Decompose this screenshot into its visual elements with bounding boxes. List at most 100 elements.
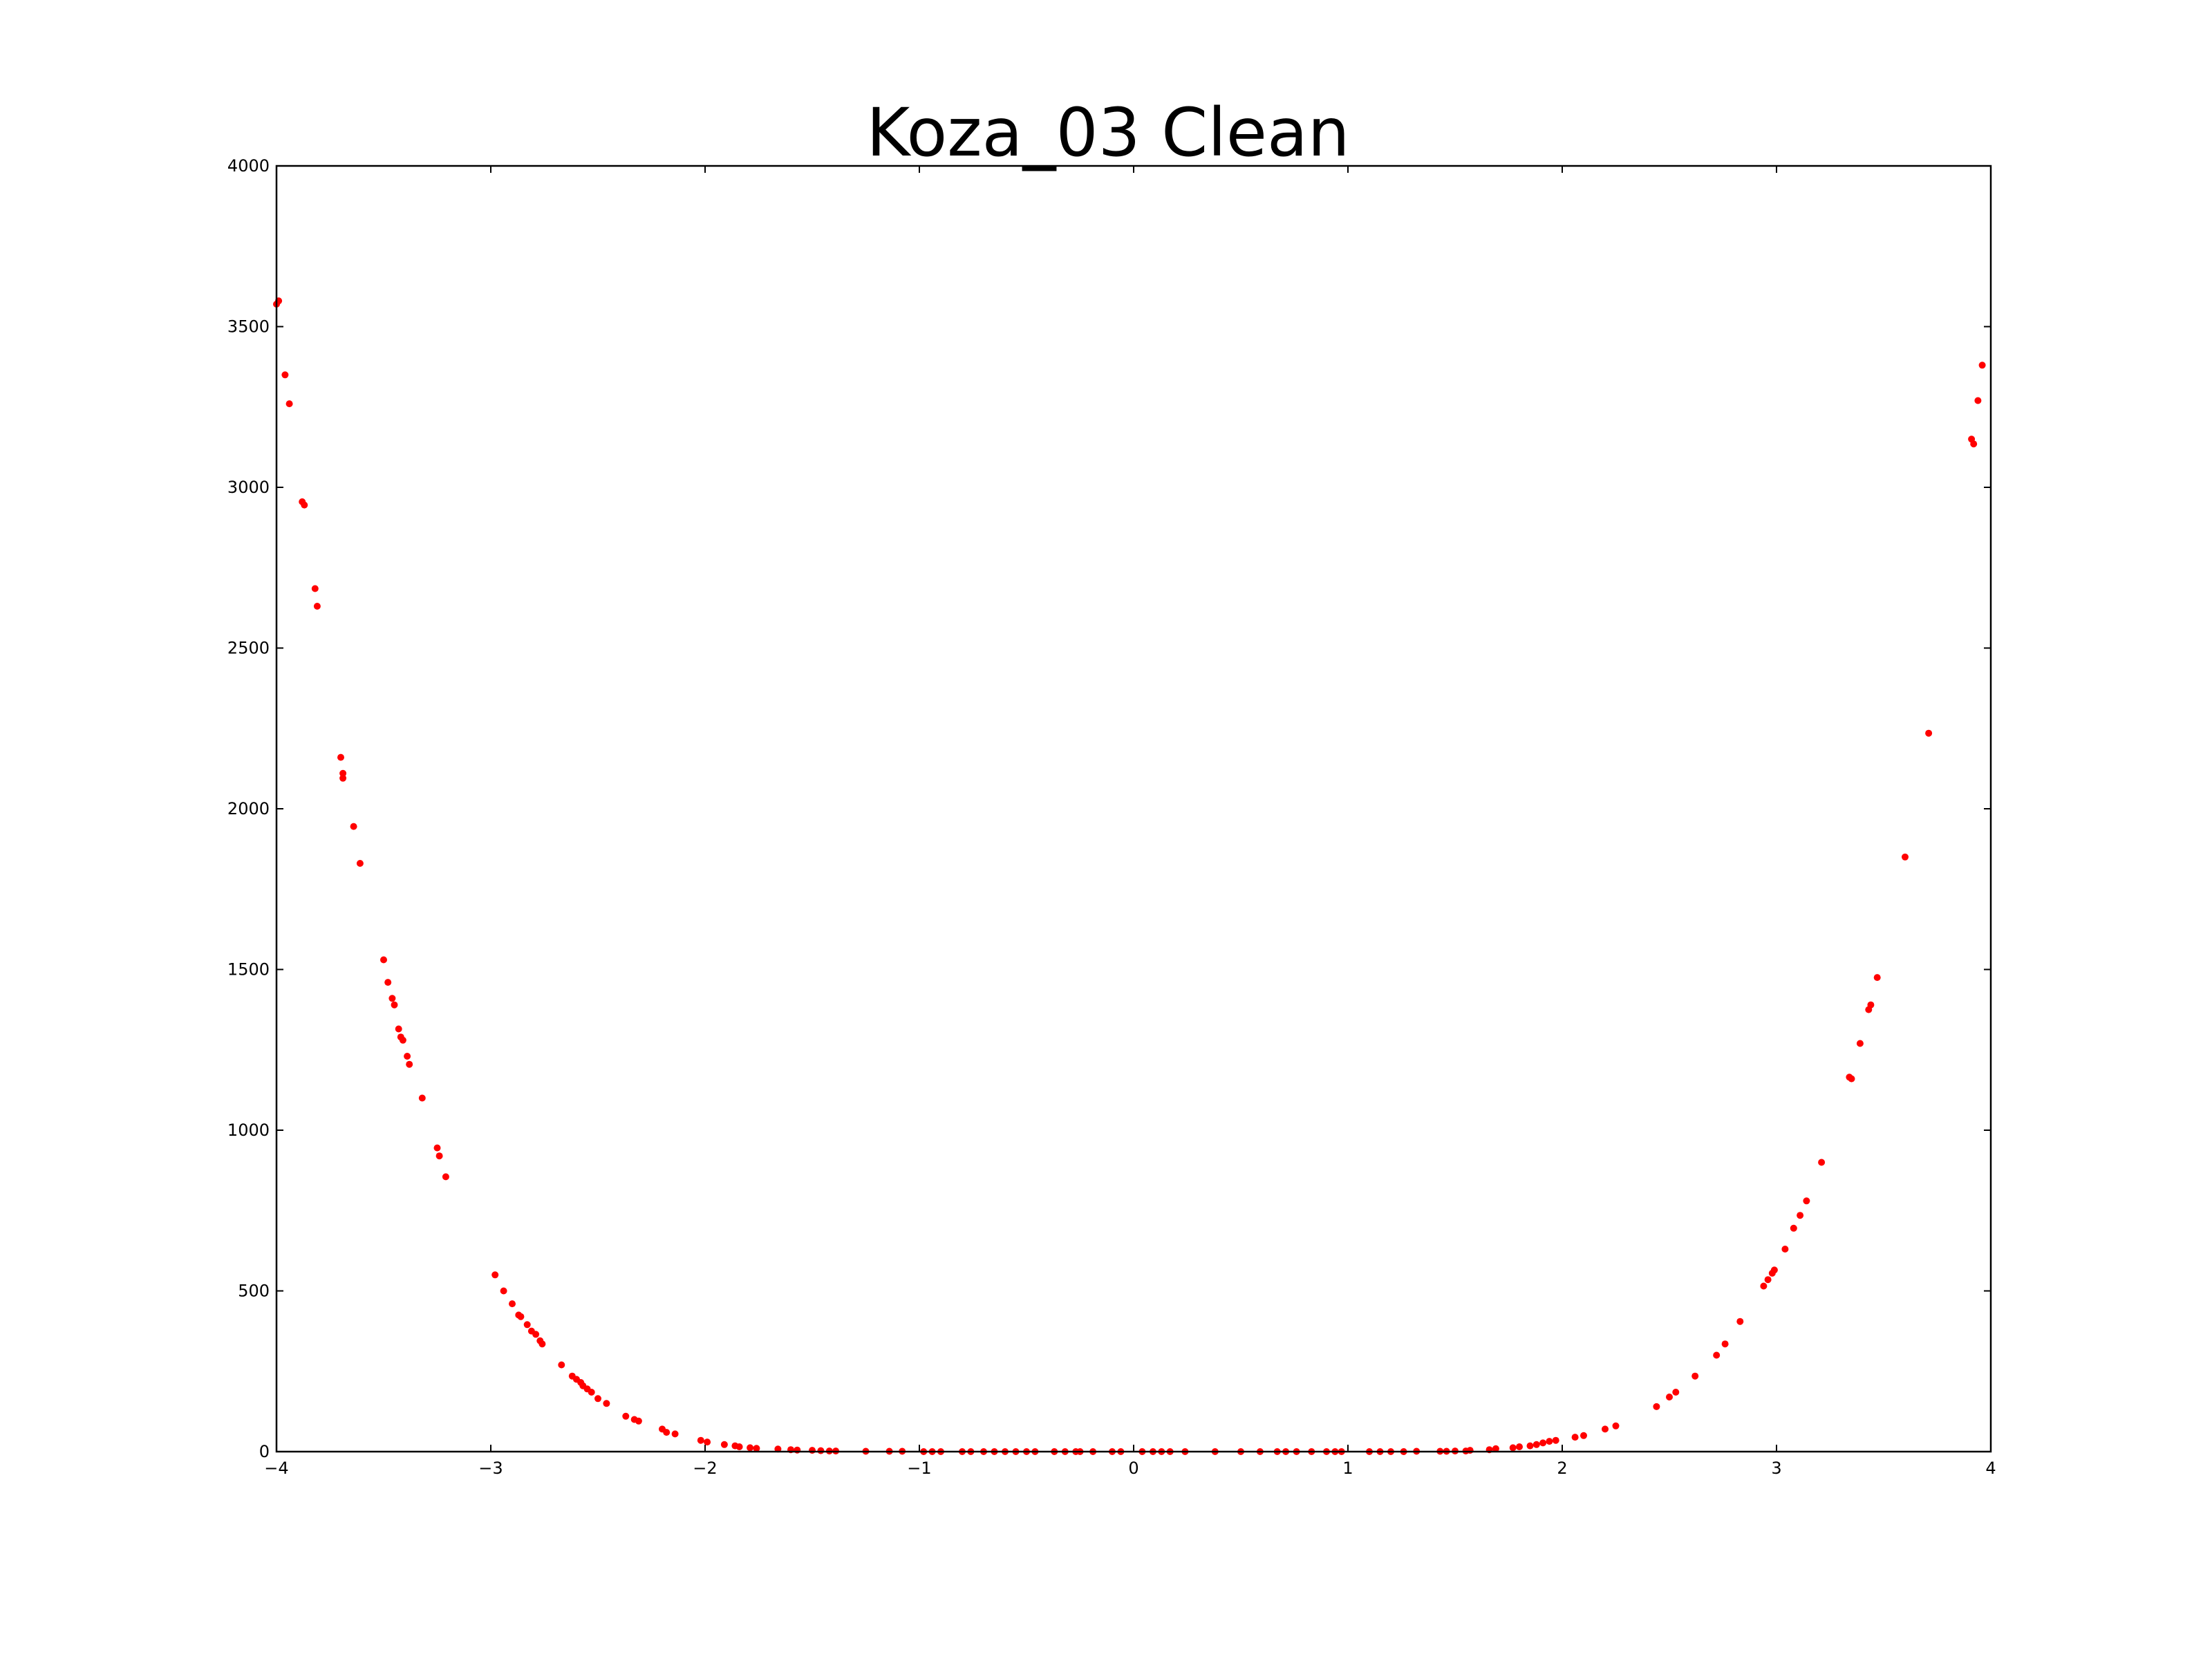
data-point [1770,1266,1778,1274]
data-point [339,774,347,782]
data-point [1781,1246,1789,1253]
data-point [753,1445,760,1452]
data-point [532,1331,540,1338]
data-point [395,1025,402,1033]
data-point [1925,729,1933,737]
data-point [1580,1432,1587,1439]
data-point [1902,853,1909,861]
data-point [1571,1434,1579,1441]
data-point [558,1361,565,1369]
x-tick-label: −4 [264,1459,288,1478]
y-tick-label: 2500 [227,639,270,658]
data-point [281,371,289,379]
data-point [1764,1276,1772,1284]
x-tick-label: 3 [1771,1459,1781,1478]
data-point [635,1417,642,1425]
data-point [1672,1389,1680,1396]
data-point [517,1313,525,1320]
data-point [399,1036,406,1044]
data-point [1526,1442,1534,1450]
data-point [588,1389,595,1396]
data-point [301,501,308,509]
data-point [1466,1447,1474,1454]
data-point [1492,1445,1499,1452]
data-point [523,1321,531,1329]
data-point [1760,1282,1768,1290]
data-point [809,1447,816,1454]
x-tick-label: 1 [1342,1459,1353,1478]
y-tick-label: 1000 [227,1121,270,1140]
x-tick-label: 2 [1557,1459,1567,1478]
data-point [380,956,387,964]
data-point [418,1094,426,1102]
data-point [311,585,319,592]
chart-title: Koza_03 Clean [866,94,1349,171]
data-point [433,1144,441,1152]
y-tick-label: 500 [238,1282,270,1301]
x-tick-label: −3 [478,1459,503,1478]
data-point [339,769,347,777]
data-point [622,1412,630,1420]
data-point [391,1001,398,1009]
data-point [356,860,364,867]
data-point [1848,1075,1855,1082]
data-point [1818,1159,1826,1166]
data-point [603,1400,610,1407]
data-point [384,979,392,986]
x-tick-label: −2 [693,1459,717,1478]
data-point [1546,1438,1553,1445]
data-point [388,995,396,1002]
data-point [735,1443,743,1450]
data-point [1873,974,1881,982]
data-point [538,1340,546,1348]
data-point [671,1430,679,1438]
data-point [720,1441,728,1448]
data-point [1509,1444,1517,1452]
data-point [1974,397,1982,404]
data-point [1790,1224,1797,1232]
data-point [747,1444,754,1452]
data-point [285,400,293,408]
data-point [406,1060,413,1068]
y-tick-label: 3500 [227,317,270,337]
y-tick-label: 3000 [227,478,270,497]
data-point [1691,1372,1699,1380]
data-point [1736,1318,1744,1325]
axis-tick-labels: −4 −3 −2 −1 0 1 2 3 4 0 500 1000 1500 2000 2500 3000 350… [227,156,1996,1478]
data-point [1666,1394,1673,1400]
data-point [594,1395,601,1403]
data-point [1612,1422,1620,1430]
data-point [1713,1351,1721,1359]
data-point [697,1436,704,1444]
x-tick-label: 0 [1128,1459,1138,1478]
data-point [1533,1441,1540,1448]
data-point [663,1429,671,1436]
y-tick-label: 4000 [227,156,270,176]
data-point [1856,1040,1864,1047]
data-point [509,1300,516,1308]
data-point [313,603,321,610]
data-point [1867,1001,1875,1009]
data-point [350,823,357,830]
data-point [817,1447,825,1454]
data-point [404,1053,411,1060]
data-point [491,1271,499,1279]
data-point [337,753,344,761]
data-point [442,1173,449,1181]
x-tick-label: −1 [907,1459,931,1478]
x-tick-label: 4 [1985,1459,1996,1478]
y-tick-label: 2000 [227,799,270,818]
data-point [704,1438,711,1446]
data-point [435,1152,443,1160]
data-point [1552,1436,1559,1444]
data-point [1602,1425,1609,1433]
data-point [1653,1403,1660,1410]
data-point [1803,1197,1810,1205]
data-point [1797,1212,1804,1219]
data-point [1978,362,1986,369]
data-point [1539,1439,1547,1447]
y-tick-label: 1500 [227,960,270,980]
data-point [1516,1443,1523,1450]
